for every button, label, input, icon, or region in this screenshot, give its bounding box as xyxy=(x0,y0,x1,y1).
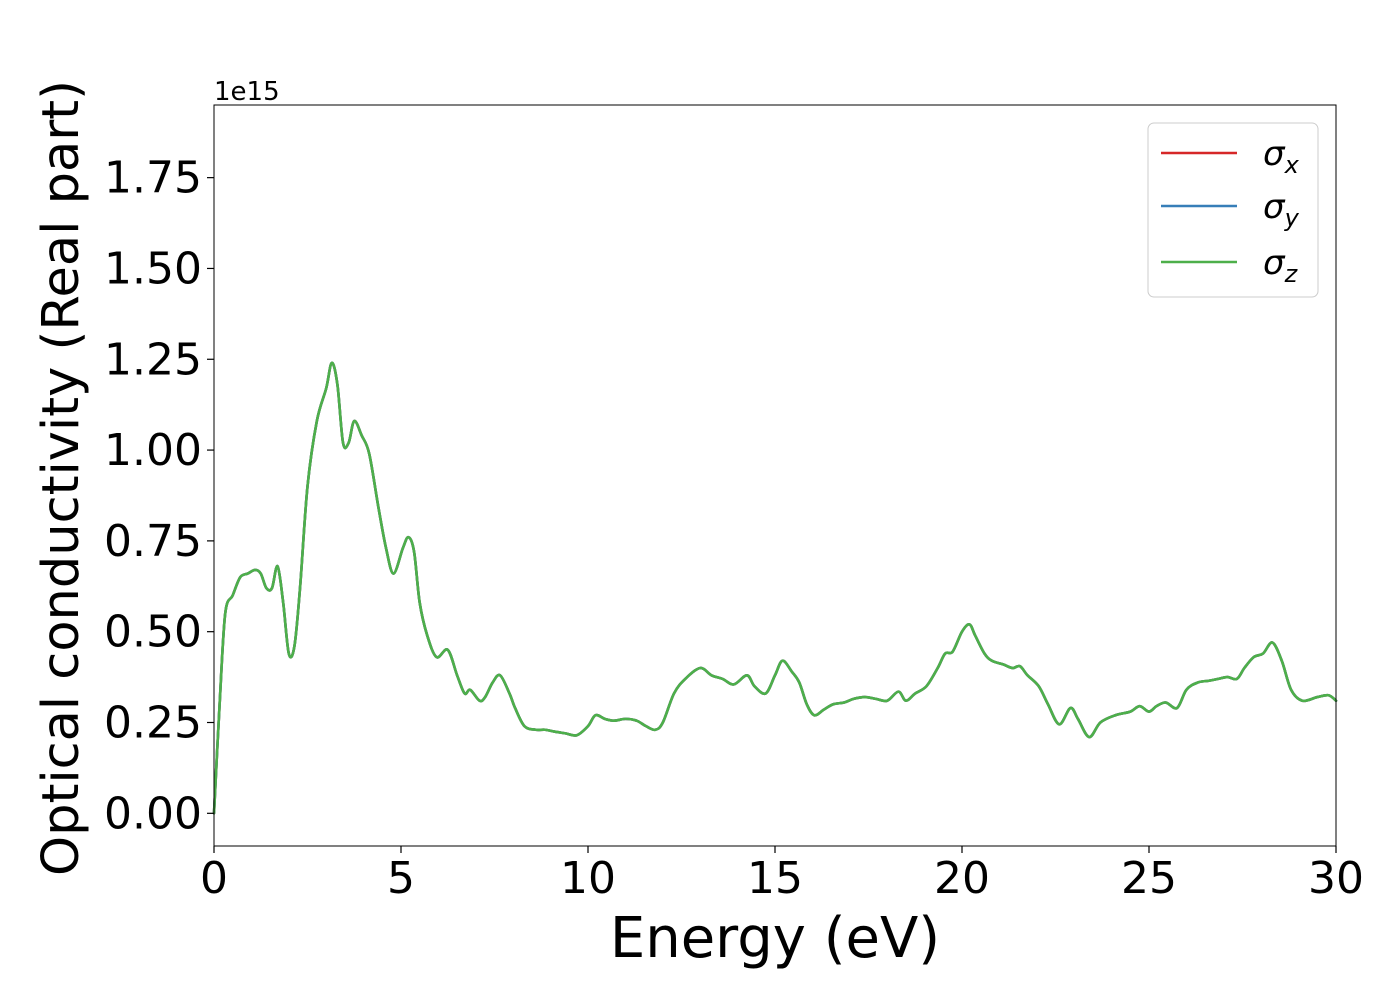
legend-label-y: σy xyxy=(1263,187,1300,232)
x-axis: 0 5 10 15 20 25 30 xyxy=(200,846,1364,904)
y-tick-label: 0.25 xyxy=(104,698,202,749)
legend: σx σy σz xyxy=(1147,122,1319,298)
x-tick-label: 10 xyxy=(560,853,616,904)
y-tick-label: 0.75 xyxy=(104,516,202,567)
y-multiplier-label: 1e15 xyxy=(214,77,280,107)
x-tick-label: 0 xyxy=(200,853,228,904)
y-axis: 0.00 0.25 0.50 0.75 1.00 1.25 1.50 1.75 xyxy=(104,153,214,839)
legend-entries: σx σy σz xyxy=(1161,134,1300,288)
y-tick-label: 1.00 xyxy=(104,425,202,476)
y-tick-label: 1.25 xyxy=(104,334,202,385)
y-axis-label: Optical conductivity (Real part) xyxy=(32,80,91,876)
y-tick-label: 0.50 xyxy=(104,607,202,658)
x-tick-label: 30 xyxy=(1308,853,1364,904)
legend-box xyxy=(1147,122,1319,298)
series-layer xyxy=(212,361,1338,815)
legend-label-z: σz xyxy=(1263,243,1299,288)
y-tick-label: 0.00 xyxy=(104,788,202,839)
series-line-sigma-z xyxy=(212,361,1338,815)
x-tick-label: 25 xyxy=(1121,853,1177,904)
x-axis-label: Energy (eV) xyxy=(610,906,940,971)
legend-label-x: σx xyxy=(1263,134,1300,179)
x-tick-label: 20 xyxy=(934,853,990,904)
x-tick-label: 15 xyxy=(747,853,803,904)
y-tick-label: 1.75 xyxy=(104,153,202,204)
y-tick-label: 1.50 xyxy=(104,243,202,294)
x-tick-label: 5 xyxy=(387,853,415,904)
